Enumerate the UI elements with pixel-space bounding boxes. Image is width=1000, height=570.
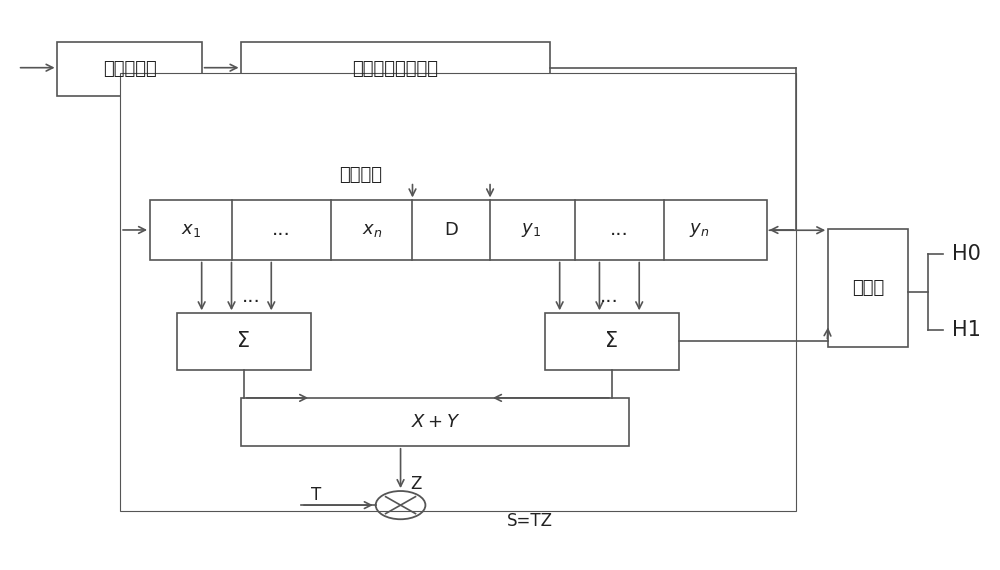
Text: Z: Z — [410, 475, 421, 492]
Bar — [150, 200, 767, 259]
Text: $y_n$: $y_n$ — [689, 221, 709, 239]
Bar — [241, 42, 550, 96]
Text: $y_1$: $y_1$ — [521, 221, 541, 239]
Text: 匹配滤波器: 匹配滤波器 — [103, 60, 156, 78]
Text: $x_1$: $x_1$ — [181, 221, 201, 239]
Text: 比较器: 比较器 — [852, 279, 884, 297]
Text: H1: H1 — [952, 320, 981, 340]
Text: S=TZ: S=TZ — [507, 512, 553, 530]
Text: ...: ... — [600, 287, 619, 306]
Bar — [120, 74, 796, 511]
Text: 保护单元: 保护单元 — [339, 166, 382, 184]
Text: ...: ... — [610, 221, 629, 239]
Text: H0: H0 — [952, 244, 981, 264]
Text: 单脉冲平方律检波: 单脉冲平方律检波 — [353, 60, 439, 78]
Bar — [828, 229, 908, 347]
Text: D: D — [444, 221, 458, 239]
Text: ...: ... — [272, 221, 291, 239]
Text: $x_n$: $x_n$ — [362, 221, 382, 239]
Text: ...: ... — [242, 287, 261, 306]
Text: Σ: Σ — [605, 331, 618, 352]
Text: T: T — [311, 486, 321, 504]
Bar — [545, 314, 679, 370]
Bar — [241, 398, 629, 446]
Bar — [57, 42, 202, 96]
Text: Σ: Σ — [237, 331, 250, 352]
Bar — [177, 314, 311, 370]
Text: $X+Y$: $X+Y$ — [411, 413, 460, 431]
